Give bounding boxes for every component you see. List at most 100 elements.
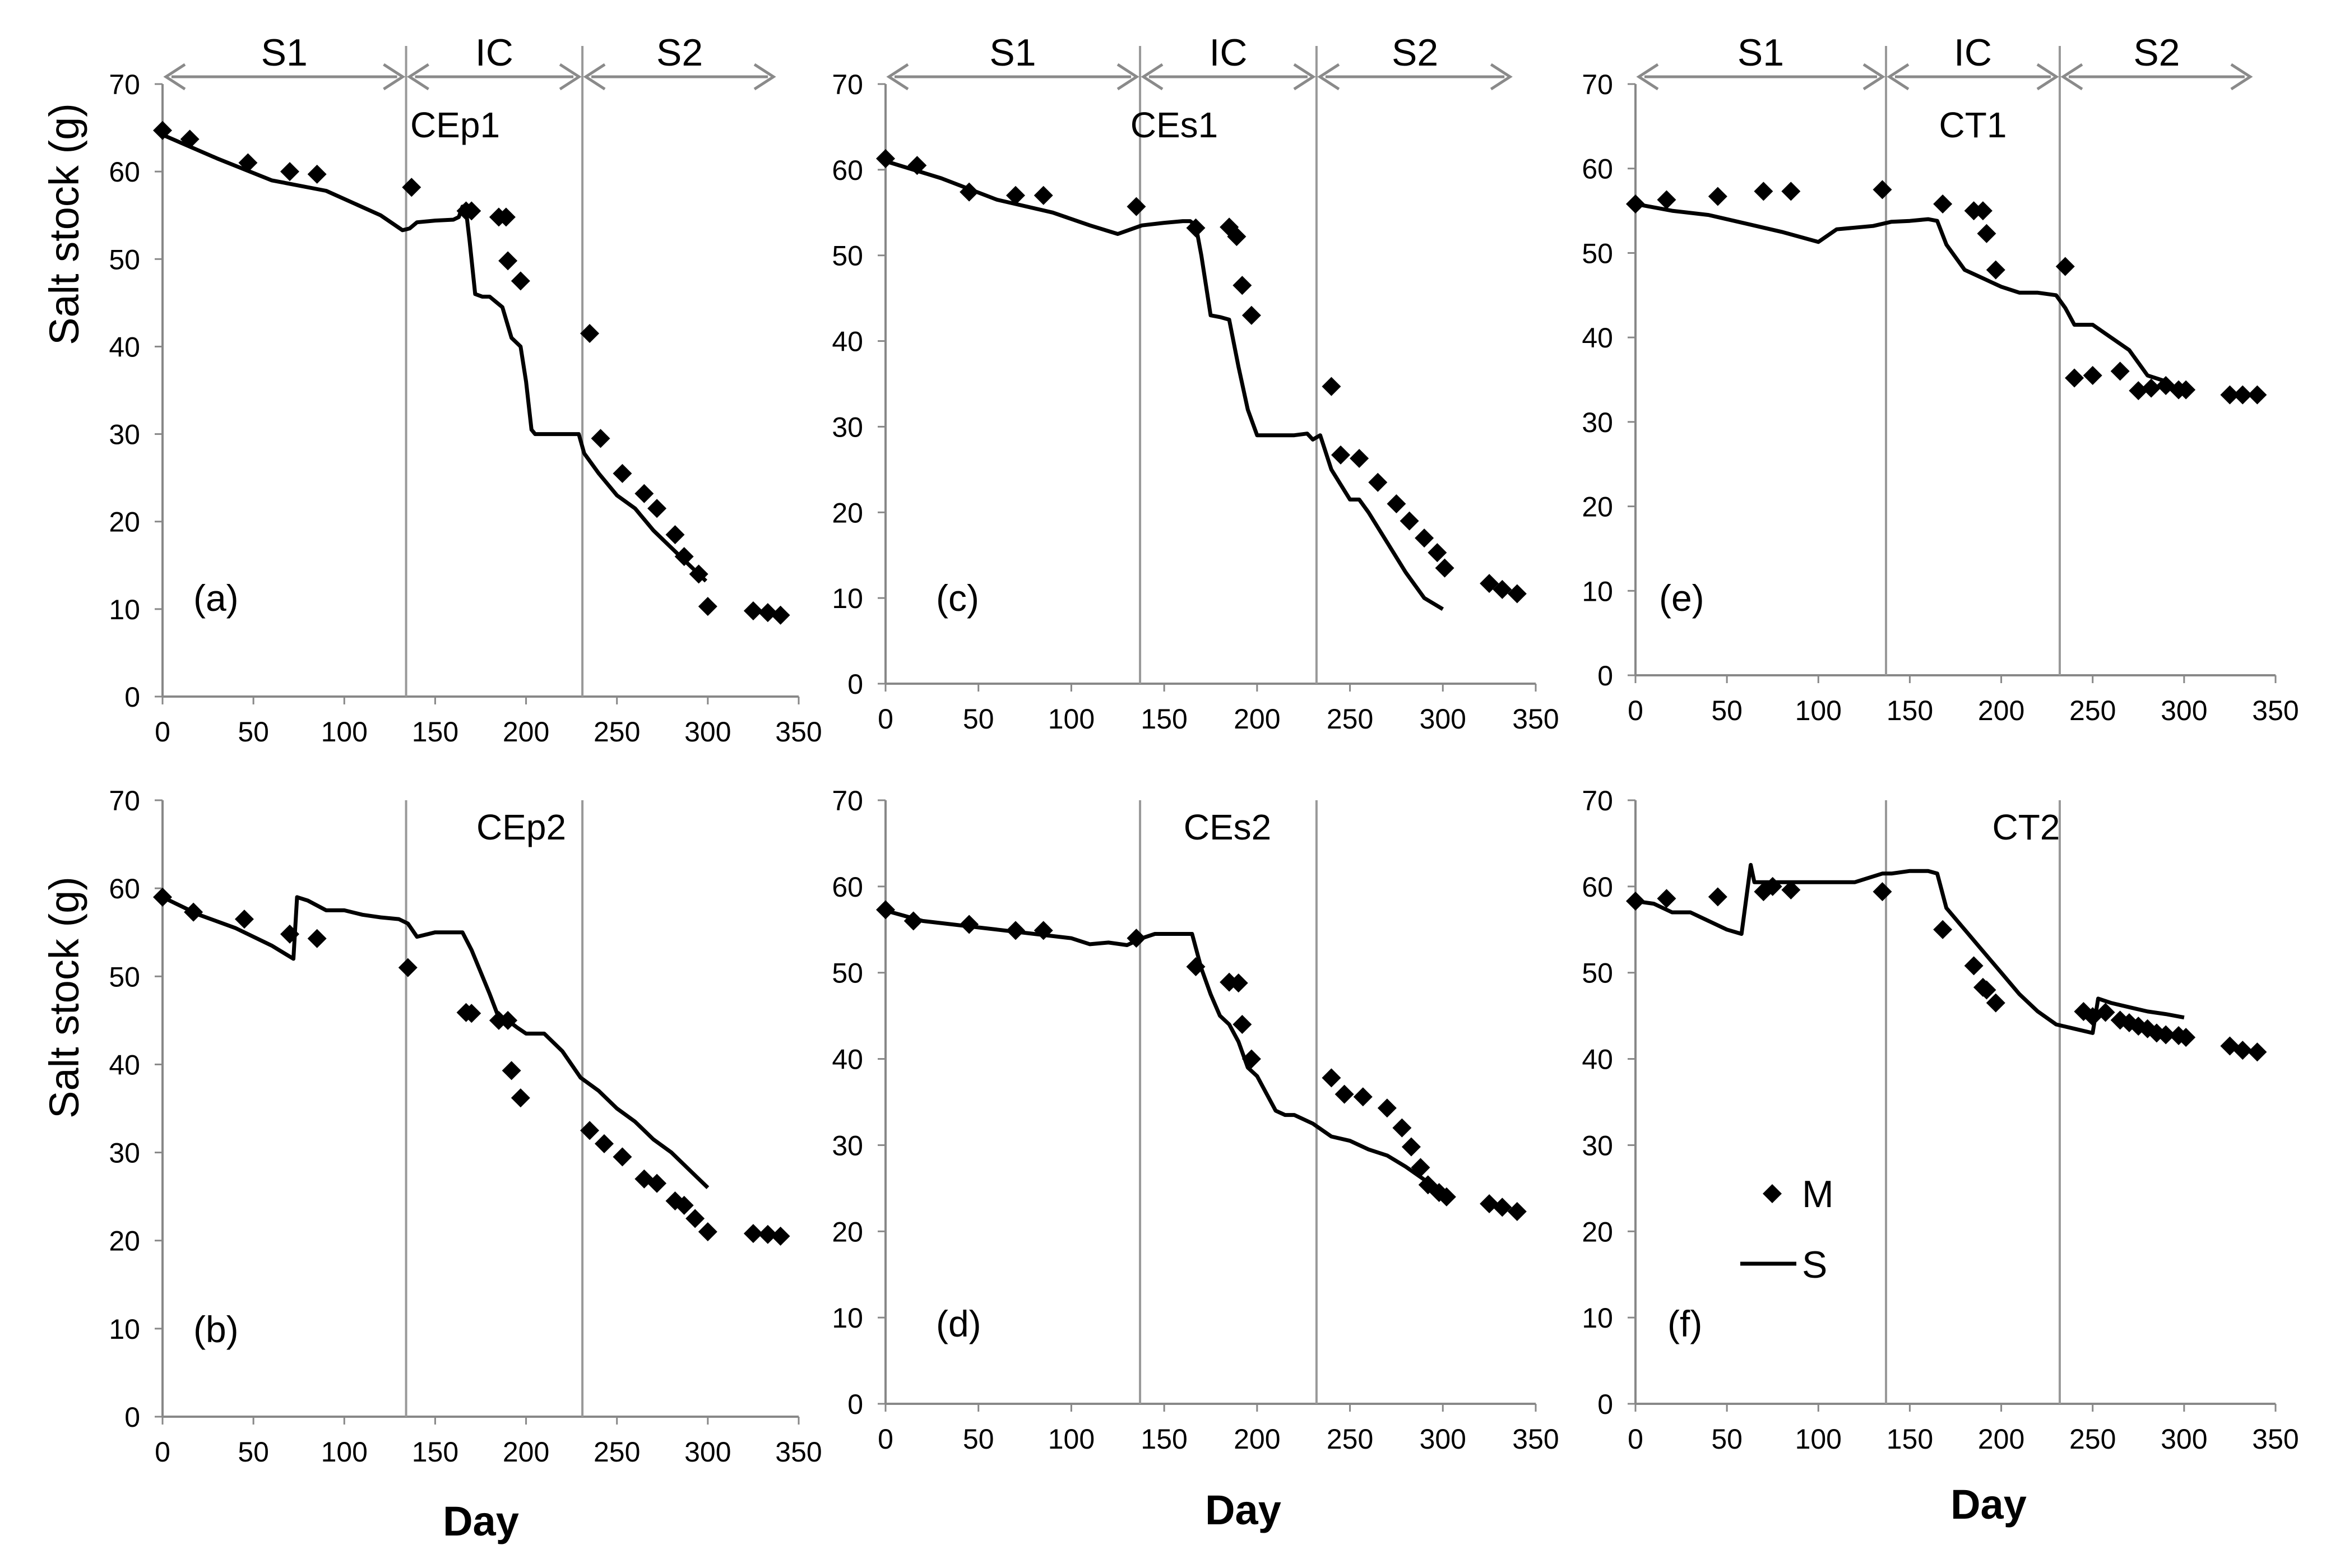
- simulated-line-s: [161, 895, 710, 1189]
- measured-point-m: [1331, 445, 1350, 465]
- phase-arrow-ic: IC: [1887, 31, 2059, 91]
- y-tick-label: 0: [847, 1389, 863, 1420]
- phase-arrow-head-right: [1490, 63, 1513, 91]
- x-tick-label: 200: [1234, 1423, 1280, 1455]
- measured-point-m: [1986, 260, 2005, 280]
- x-tick-label: 200: [503, 716, 549, 748]
- measured-point-m: [1034, 185, 1053, 205]
- measured-point-m: [1973, 201, 1993, 221]
- phase-arrow-s1: S1: [886, 31, 1139, 91]
- y-tick-label: 60: [109, 156, 140, 188]
- measured-point-m: [153, 120, 172, 140]
- measured-point-m: [1708, 187, 1727, 206]
- measured-point-m: [1626, 194, 1645, 214]
- x-tick-label: 50: [1711, 1423, 1743, 1455]
- measured-point-m: [613, 463, 632, 483]
- measured-point-m: [1437, 1187, 1456, 1207]
- measured-point-m: [1933, 920, 1953, 939]
- x-tick-label: 250: [594, 1436, 640, 1468]
- measured-point-m: [580, 1121, 600, 1140]
- measured-point-m: [2055, 257, 2075, 276]
- x-tick-label: 0: [1628, 695, 1643, 726]
- phase-arrow-head-right: [753, 63, 776, 91]
- y-tick-label: 40: [832, 326, 863, 358]
- y-tick-label: 60: [832, 871, 863, 903]
- y-tick-label: 50: [1582, 958, 1613, 989]
- phase-label-s2: S2: [1392, 31, 1438, 74]
- measured-point-m: [1392, 1118, 1412, 1138]
- phase-arrow-s2: S2: [1317, 31, 1513, 91]
- x-tick-label: 50: [963, 703, 994, 735]
- y-tick-label: 40: [832, 1044, 863, 1075]
- measured-point-m: [689, 564, 708, 584]
- measured-point-m: [1657, 889, 1676, 908]
- y-tick-label: 30: [1582, 1130, 1613, 1161]
- measured-point-m: [907, 156, 927, 175]
- measured-point-m: [1763, 876, 1782, 896]
- x-tick-label: 100: [321, 1436, 368, 1468]
- x-tick-label: 300: [684, 716, 731, 748]
- measured-point-m: [280, 162, 299, 182]
- measured-point-m: [1493, 579, 1512, 599]
- y-tick-label: 50: [109, 961, 140, 992]
- measured-point-m: [1232, 1015, 1252, 1034]
- measured-point-m: [591, 429, 610, 448]
- measured-point-m: [1964, 956, 1984, 976]
- measured-point-m: [2233, 1041, 2253, 1060]
- measured-point-m: [1229, 973, 1248, 993]
- phase-label-s1: S1: [261, 31, 308, 74]
- measured-point-m: [1350, 448, 1369, 468]
- measured-point-m: [2248, 385, 2267, 405]
- measured-point-m: [1435, 558, 1454, 578]
- y-tick-label: 30: [1582, 407, 1613, 438]
- x-tick-label: 300: [2161, 695, 2207, 726]
- x-tick-label: 300: [1420, 1423, 1466, 1455]
- phase-arrow-head-right: [1293, 63, 1316, 91]
- y-axis-label-bottom: Salt stock (g): [41, 876, 87, 1119]
- x-tick-label: 150: [412, 716, 458, 748]
- measured-point-m: [613, 1147, 632, 1167]
- y-tick-label: 10: [109, 594, 140, 625]
- x-tick-label: 350: [2252, 695, 2299, 726]
- measured-point-m: [1657, 190, 1676, 210]
- measured-point-m: [1415, 528, 1434, 548]
- measured-point-m: [1127, 197, 1146, 216]
- measured-point-m: [1368, 472, 1388, 492]
- panel-title: CEs1: [1130, 105, 1218, 145]
- measured-point-m: [960, 915, 979, 934]
- measured-point-m: [238, 153, 258, 173]
- x-tick-label: 350: [1512, 703, 1559, 735]
- x-tick-label: 0: [155, 1436, 170, 1468]
- measured-point-m: [184, 902, 203, 922]
- x-tick-label: 350: [775, 1436, 822, 1468]
- panel-5: 0 10 20 30 40 50 60 70 0 50 100 150 200 250 300 350 CEs2…: [832, 785, 1559, 1455]
- measured-point-m: [1227, 227, 1247, 247]
- x-tick-label: 350: [1512, 1423, 1559, 1455]
- measured-point-m: [2248, 1042, 2267, 1062]
- measured-point-m: [698, 1222, 717, 1241]
- x-tick-label: 300: [684, 1436, 731, 1468]
- y-tick-label: 40: [1582, 322, 1613, 354]
- y-tick-label: 30: [109, 419, 140, 451]
- measured-point-m: [2156, 1025, 2176, 1045]
- y-tick-label: 20: [109, 1226, 140, 1257]
- measured-point-m: [398, 958, 418, 977]
- measured-point-m: [1322, 1068, 1341, 1088]
- x-tick-label: 50: [238, 716, 269, 748]
- measured-point-m: [1353, 1087, 1373, 1107]
- y-tick-label: 0: [124, 681, 140, 713]
- phase-arrow-s1: S1: [1636, 31, 1885, 91]
- phase-arrow-ic: IC: [406, 31, 582, 91]
- panel-6: 0 10 20 30 40 50 60 70 0 50 100 150 200 250 300 350 CT2 (…: [1582, 785, 2299, 1455]
- phase-arrow-head-left: [163, 63, 186, 91]
- measured-point-m: [1986, 993, 2005, 1013]
- panel-label: (c): [936, 577, 979, 619]
- panel-label: (b): [193, 1309, 239, 1350]
- measured-point-m: [2129, 381, 2148, 401]
- legend-marker-m: [1763, 1184, 1782, 1203]
- measured-point-m: [2176, 1028, 2196, 1047]
- measured-point-m: [698, 597, 717, 616]
- measured-point-m: [1034, 921, 1053, 940]
- y-tick-label: 50: [109, 244, 140, 275]
- x-tick-label: 100: [1795, 695, 1842, 726]
